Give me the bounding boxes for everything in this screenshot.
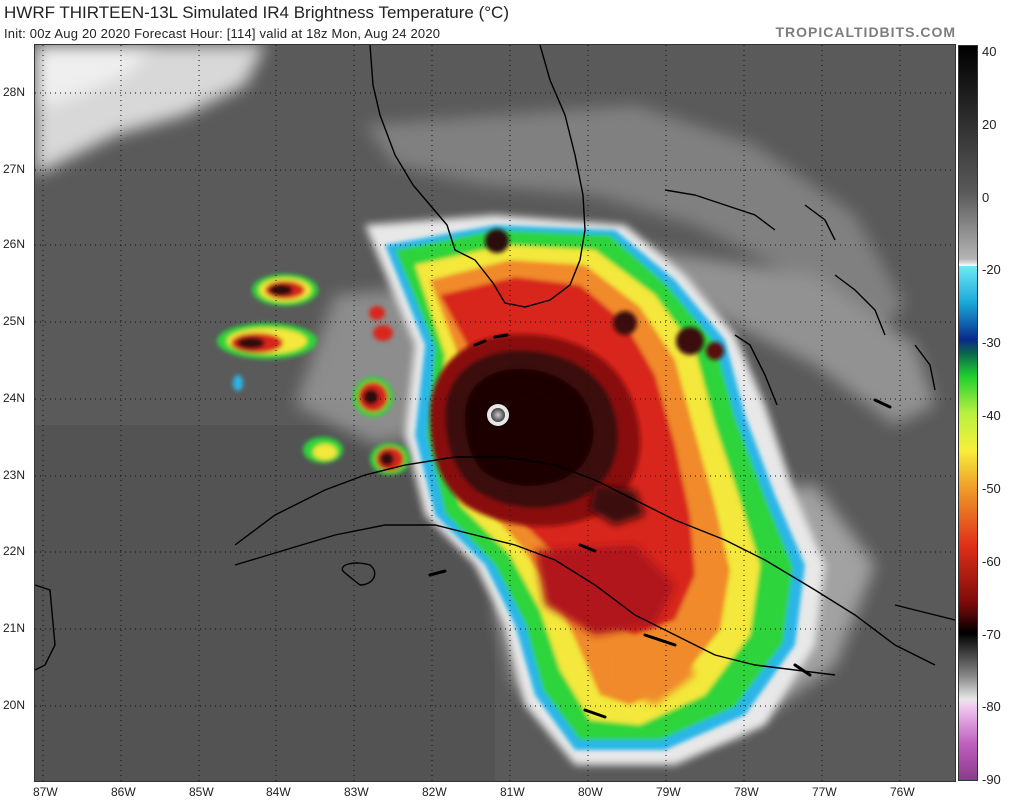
- lat-label-25n: 25N: [3, 314, 26, 328]
- colorbar-label-minus40: -40: [982, 408, 1001, 423]
- lat-label-23n: 23N: [3, 468, 26, 482]
- lon-label-84w: 84W: [266, 785, 291, 799]
- lat-label-24n: 24N: [3, 391, 26, 405]
- bahamas-island: [664, 189, 776, 231]
- colorbar-label-0: 0: [982, 190, 990, 205]
- colorbar-label-minus80: -80: [982, 699, 1001, 714]
- florida-coast: [369, 45, 586, 308]
- lat-label-20n: 20N: [3, 698, 26, 712]
- colorbar-ramp: [959, 46, 977, 780]
- graticule: [35, 45, 955, 781]
- lon-label-81w: 81W: [500, 785, 525, 799]
- lon-label-83w: 83W: [344, 785, 369, 799]
- temperature-colorbar: [958, 45, 978, 781]
- upper-left-cloud-deck: [35, 45, 265, 175]
- cat-island: [914, 344, 936, 391]
- lon-label-82w: 82W: [422, 785, 447, 799]
- colorbar-label-minus30: -30: [982, 335, 1001, 350]
- convective-cells: [217, 274, 410, 475]
- lat-label-21n: 21N: [3, 621, 26, 635]
- colorbar-label-minus20: -20: [982, 262, 1001, 277]
- lon-label-78w: 78W: [734, 785, 759, 799]
- lon-label-86w: 86W: [111, 785, 136, 799]
- hispaniola-coast: [894, 604, 955, 621]
- lon-label-76w: 76W: [890, 785, 915, 799]
- colorbar-label-minus70: -70: [982, 627, 1001, 642]
- colorbar-label-20: 20: [982, 117, 997, 132]
- map-title: HWRF THIRTEEN-13L Simulated IR4 Brightne…: [4, 3, 509, 22]
- andros-island: [734, 334, 778, 406]
- lon-label-87w: 87W: [33, 785, 58, 799]
- site-credit: TROPICALTIDBITS.COM: [775, 24, 956, 40]
- lon-label-79w: 79W: [656, 785, 681, 799]
- lat-label-27n: 27N: [3, 162, 26, 176]
- yucatan-coast: [35, 584, 56, 671]
- hurricane-cloud-shield: [365, 215, 825, 765]
- lat-label-26n: 26N: [3, 237, 26, 251]
- lat-label-28n: 28N: [3, 85, 26, 99]
- lon-label-80w: 80W: [578, 785, 603, 799]
- coastlines: [35, 45, 955, 676]
- colorbar-label-40: 40: [982, 44, 997, 59]
- isla-de-la-juventud: [341, 562, 376, 586]
- colorbar-label-minus90: -90: [982, 772, 1001, 787]
- colorbar-label-minus60: -60: [982, 554, 1001, 569]
- lon-label-77w: 77W: [812, 785, 837, 799]
- ir-imagery: [35, 45, 955, 781]
- abaco-island: [804, 204, 836, 241]
- lon-label-85w: 85W: [189, 785, 214, 799]
- colorbar-label-minus50: -50: [982, 481, 1001, 496]
- lat-label-22n: 22N: [3, 544, 26, 558]
- cays: [428, 333, 892, 719]
- forecast-info: Init: 00z Aug 20 2020 Forecast Hour: [11…: [4, 26, 441, 41]
- cuba-north-coast: [234, 456, 936, 666]
- satellite-map: [34, 44, 956, 782]
- cuba-south-coast: [234, 524, 836, 676]
